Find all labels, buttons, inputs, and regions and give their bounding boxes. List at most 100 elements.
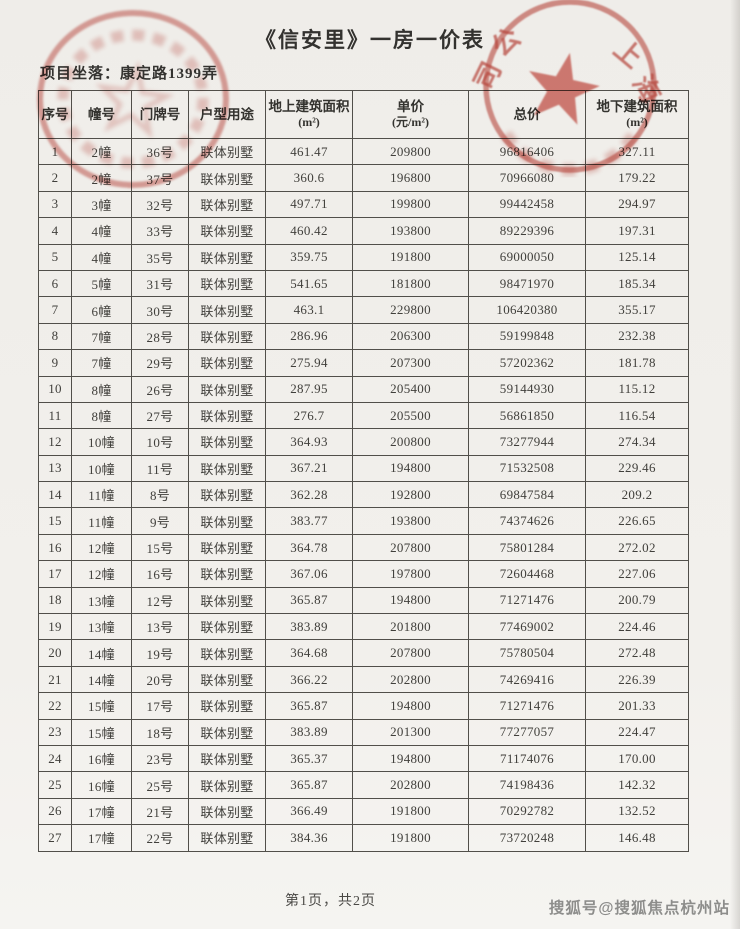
table-cell: 364.93 — [265, 428, 353, 456]
table-cell: 10幢 — [71, 428, 132, 456]
table-row: 18 13幢 12号 联体别墅 365.87 194800 71271476 200.79 — [38, 586, 689, 615]
table-cell: 193800 — [352, 507, 469, 535]
column-header: 地上建筑面积 (m²) — [265, 90, 353, 139]
table-cell: 276.7 — [265, 401, 353, 430]
table-cell: 35号 — [131, 243, 189, 271]
table-cell: 8幢 — [71, 375, 132, 403]
table-cell: 17幢 — [71, 824, 132, 852]
table-row: 11 8幢 27号 联体别墅 276.7 205500 56861850 116.54 — [38, 401, 689, 430]
price-table: 序号 幢号 门牌号 户型用途 地上建筑面积 (m²) 单价 (元/m²) 总价 地下建筑面积 (m²… — [38, 90, 689, 852]
table-cell: 207300 — [352, 349, 469, 377]
page-footer: 第1页，共2页 — [285, 894, 376, 909]
table-cell: 287.95 — [265, 375, 353, 403]
table-cell: 14幢 — [71, 639, 132, 667]
table-cell: 9 — [38, 349, 72, 377]
table-cell: 10 — [38, 375, 72, 403]
table-cell: 197800 — [352, 560, 469, 588]
table-cell: 232.38 — [585, 322, 689, 351]
table-cell: 13 — [38, 454, 72, 483]
table-cell: 541.65 — [265, 269, 353, 298]
table-cell: 115.12 — [585, 375, 689, 403]
table-cell: 181.78 — [585, 349, 689, 377]
table-cell: 194800 — [352, 744, 469, 773]
table-cell: 21号 — [131, 797, 189, 826]
table-row: 19 13幢 13号 联体别墅 383.89 201800 77469002 224.46 — [38, 613, 689, 641]
table-body: 1 2幢 36号 联体别墅 461.47 209800 96816406 327.11 2 2幢 3… — [38, 137, 689, 852]
table-cell: 联体别墅 — [188, 349, 266, 377]
table-cell: 193800 — [352, 217, 469, 245]
table-cell: 4幢 — [71, 243, 132, 271]
table-cell: 22号 — [131, 824, 189, 852]
table-cell: 194800 — [352, 692, 469, 720]
table-cell: 226.65 — [585, 507, 689, 535]
table-cell: 5 — [38, 243, 72, 271]
table-cell: 366.22 — [265, 665, 353, 694]
table-cell: 209800 — [352, 137, 469, 166]
table-cell: 365.87 — [265, 692, 353, 720]
table-cell: 29号 — [131, 349, 189, 377]
table-cell: 77277057 — [468, 718, 586, 746]
table-cell: 366.49 — [265, 797, 353, 826]
table-cell: 联体别墅 — [188, 217, 266, 245]
table-cell: 207800 — [352, 639, 469, 667]
table-cell: 96816406 — [468, 137, 586, 166]
table-cell: 272.02 — [585, 533, 689, 562]
table-row: 12 10幢 10号 联体别墅 364.93 200800 73277944 274.34 — [38, 428, 689, 456]
table-cell: 272.48 — [585, 639, 689, 667]
table-cell: 74198436 — [468, 771, 586, 799]
table-cell: 77469002 — [468, 613, 586, 641]
table-cell: 71271476 — [468, 586, 586, 615]
table-cell: 2幢 — [71, 137, 132, 166]
table-cell: 384.36 — [265, 824, 353, 852]
table-cell: 194800 — [352, 586, 469, 615]
table-cell: 联体别墅 — [188, 692, 266, 720]
table-cell: 21 — [38, 665, 72, 694]
table-cell: 202800 — [352, 771, 469, 799]
table-cell: 12号 — [131, 586, 189, 615]
column-header: 地下建筑面积 (m²) — [585, 90, 689, 139]
table-cell: 联体别墅 — [188, 269, 266, 298]
table-row: 3 3幢 32号 联体别墅 497.71 199800 99442458 294.97 — [38, 190, 689, 219]
table-cell: 360.6 — [265, 164, 353, 192]
table-row: 27 17幢 22号 联体别墅 384.36 191800 73720248 146.48 — [38, 824, 689, 852]
table-row: 21 14幢 20号 联体别墅 366.22 202800 74269416 226.39 — [38, 665, 689, 694]
table-cell: 26 — [38, 797, 72, 826]
table-cell: 362.28 — [265, 481, 353, 509]
project-location: 项目坐落：康定路1399弄 — [40, 66, 219, 82]
table-cell: 194800 — [352, 454, 469, 483]
table-row: 2 2幢 37号 联体别墅 360.6 196800 70966080 179.22 — [38, 164, 689, 192]
column-header: 单价 (元/m²) — [352, 90, 469, 139]
table-row: 23 15幢 18号 联体别墅 383.89 201300 77277057 224.47 — [38, 718, 689, 746]
table-cell: 联体别墅 — [188, 322, 266, 351]
table-cell: 59144930 — [468, 375, 586, 403]
table-cell: 联体别墅 — [188, 613, 266, 641]
table-cell: 463.1 — [265, 296, 353, 324]
table-cell: 15 — [38, 507, 72, 535]
table-cell: 2 — [38, 164, 72, 192]
table-cell: 275.94 — [265, 349, 353, 377]
table-cell: 205500 — [352, 401, 469, 430]
table-cell: 联体别墅 — [188, 401, 266, 430]
table-cell: 6幢 — [71, 296, 132, 324]
table-cell: 27 — [38, 824, 72, 852]
table-cell: 71271476 — [468, 692, 586, 720]
table-cell: 17幢 — [71, 797, 132, 826]
table-cell: 11幢 — [71, 507, 132, 535]
table-cell: 226.39 — [585, 665, 689, 694]
page-title: 《信安里》一房一价表 — [255, 28, 485, 52]
table-cell: 205400 — [352, 375, 469, 403]
table-cell: 7 — [38, 296, 72, 324]
table-cell: 联体别墅 — [188, 533, 266, 562]
table-cell: 365.87 — [265, 771, 353, 799]
table-cell: 89229396 — [468, 217, 586, 245]
table-cell: 3幢 — [71, 190, 132, 219]
table-row: 7 6幢 30号 联体别墅 463.1 229800 106420380 355.17 — [38, 296, 689, 324]
table-cell: 132.52 — [585, 797, 689, 826]
table-cell: 联体别墅 — [188, 243, 266, 271]
table-cell: 15号 — [131, 533, 189, 562]
table-header-row: 序号 幢号 门牌号 户型用途 地上建筑面积 (m²) 单价 (元/m²) 总价 地下建筑面积 (m²… — [38, 90, 689, 139]
table-cell: 70966080 — [468, 164, 586, 192]
table-cell: 联体别墅 — [188, 771, 266, 799]
table-cell: 32号 — [131, 190, 189, 219]
scan-edge-shadow — [730, 0, 740, 929]
